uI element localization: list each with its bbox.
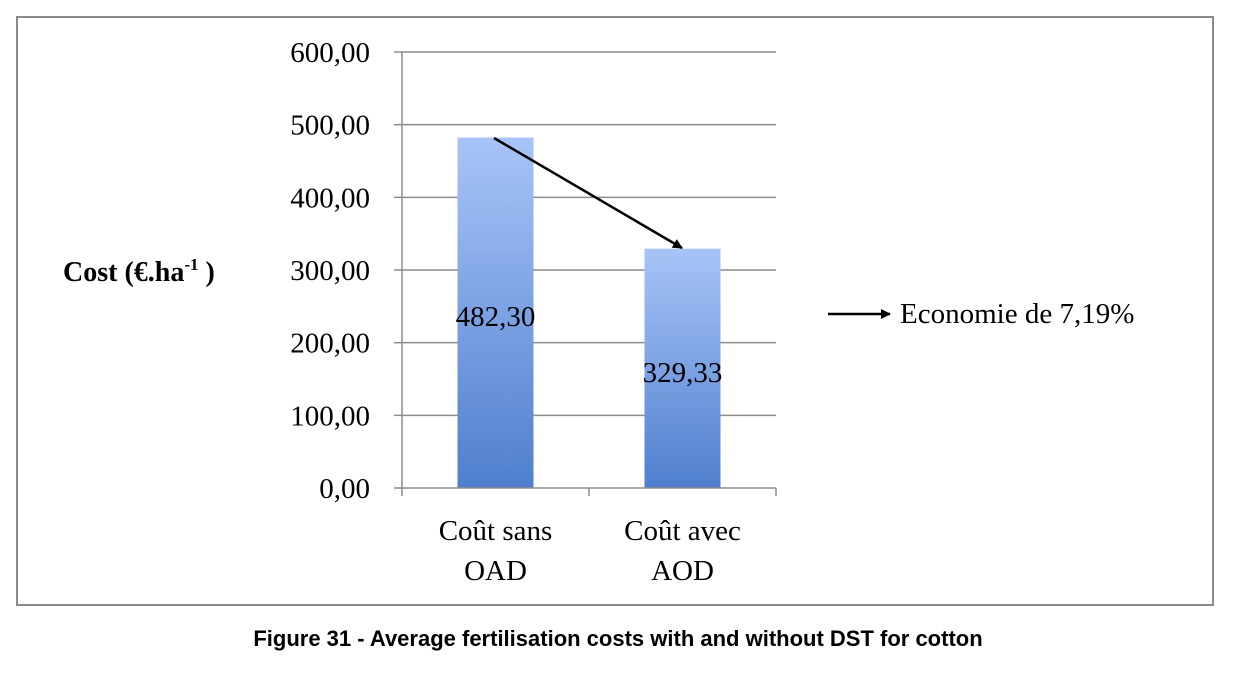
- y-tick-label: 200,00: [290, 328, 370, 360]
- y-tick-label: 0,00: [319, 473, 370, 505]
- data-label: 482,30: [456, 301, 536, 333]
- y-tick-label: 300,00: [290, 255, 370, 287]
- annotation-text: Economie de 7,19%: [900, 298, 1134, 330]
- chart: 0,00 100,00 200,00 300,00 400,00 500,00 600,00…: [63, 37, 1134, 587]
- axes: [394, 51, 777, 496]
- trend-arrow: [493, 136, 683, 250]
- x-category-label: OAD: [464, 555, 527, 587]
- bar: [457, 137, 534, 488]
- y-tick-label: 100,00: [290, 400, 370, 432]
- y-axis-title-end: ): [199, 257, 215, 288]
- bars: [457, 137, 721, 488]
- x-category-label: AOD: [651, 555, 714, 587]
- y-axis-title: Cost (€.ha-1 ): [63, 255, 215, 288]
- figure-frame: [16, 16, 1214, 606]
- y-tick-label: 600,00: [290, 37, 370, 69]
- data-label: 329,33: [643, 357, 723, 389]
- bar: [644, 248, 721, 488]
- labels: 0,00 100,00 200,00 300,00 400,00 500,00 600,00…: [290, 37, 741, 587]
- y-tick-label: 400,00: [290, 182, 370, 214]
- x-category-label: Coût sans: [439, 515, 553, 547]
- x-category-label: Coût avec: [624, 515, 741, 547]
- y-axis-title-main: Cost (€.ha: [63, 257, 184, 288]
- y-tick-label: 500,00: [290, 110, 370, 142]
- figure-caption: Figure 31 - Average fertilisation costs …: [253, 626, 983, 651]
- y-axis-title-sup: -1: [184, 255, 198, 274]
